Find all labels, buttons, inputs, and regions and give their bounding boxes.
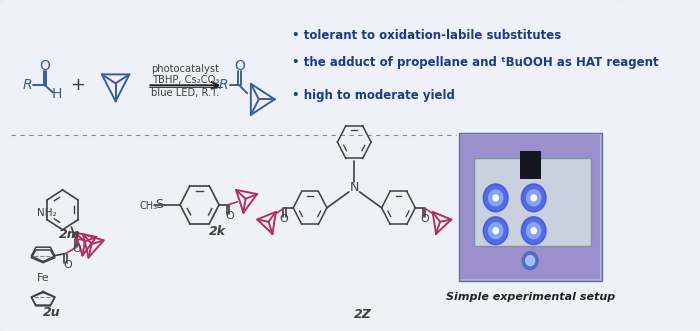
- Circle shape: [493, 228, 498, 234]
- Circle shape: [522, 252, 538, 269]
- Text: O: O: [279, 214, 288, 224]
- Circle shape: [522, 184, 546, 212]
- Text: Simple experimental setup: Simple experimental setup: [445, 293, 615, 303]
- Circle shape: [489, 223, 503, 239]
- Circle shape: [526, 256, 535, 265]
- Circle shape: [526, 223, 541, 239]
- Bar: [458, 133, 602, 280]
- Text: • tolerant to oxidation-labile substitutes: • tolerant to oxidation-labile substitut…: [293, 29, 561, 42]
- Text: O: O: [421, 214, 429, 224]
- Bar: [475, 158, 591, 246]
- Circle shape: [522, 217, 546, 245]
- Text: R: R: [22, 78, 32, 92]
- Circle shape: [526, 190, 541, 206]
- Bar: [461, 135, 600, 278]
- Text: 2u: 2u: [43, 306, 61, 319]
- Text: O: O: [39, 60, 50, 73]
- Text: S: S: [155, 198, 163, 211]
- FancyBboxPatch shape: [0, 0, 620, 331]
- Text: O: O: [225, 211, 234, 221]
- Text: R: R: [218, 78, 228, 92]
- Text: N: N: [349, 181, 359, 194]
- Text: • the adduct of propellane and ᵗBuOOH as HAT reagent: • the adduct of propellane and ᵗBuOOH as…: [293, 56, 659, 69]
- Text: O: O: [72, 244, 81, 254]
- Text: 2Z: 2Z: [354, 308, 372, 321]
- Text: photocatalyst: photocatalyst: [151, 65, 219, 74]
- Bar: [519, 151, 541, 179]
- Text: TBHP, Cs₂CO₃: TBHP, Cs₂CO₃: [152, 75, 219, 85]
- Text: H: H: [52, 87, 62, 101]
- Circle shape: [489, 190, 503, 206]
- Circle shape: [483, 184, 508, 212]
- Text: • high to moderate yield: • high to moderate yield: [293, 89, 455, 102]
- Circle shape: [493, 195, 498, 201]
- Text: O: O: [234, 60, 245, 73]
- Circle shape: [531, 195, 536, 201]
- Text: Fe: Fe: [37, 272, 50, 283]
- Text: blue LED, R.T.: blue LED, R.T.: [151, 88, 220, 98]
- Text: NH₂: NH₂: [37, 208, 57, 218]
- Text: 2k: 2k: [209, 225, 226, 238]
- Circle shape: [483, 217, 508, 245]
- Text: O: O: [64, 260, 72, 269]
- Text: CH₃: CH₃: [139, 201, 158, 211]
- Circle shape: [531, 228, 536, 234]
- Text: +: +: [70, 76, 85, 94]
- Text: 2m: 2m: [59, 228, 80, 241]
